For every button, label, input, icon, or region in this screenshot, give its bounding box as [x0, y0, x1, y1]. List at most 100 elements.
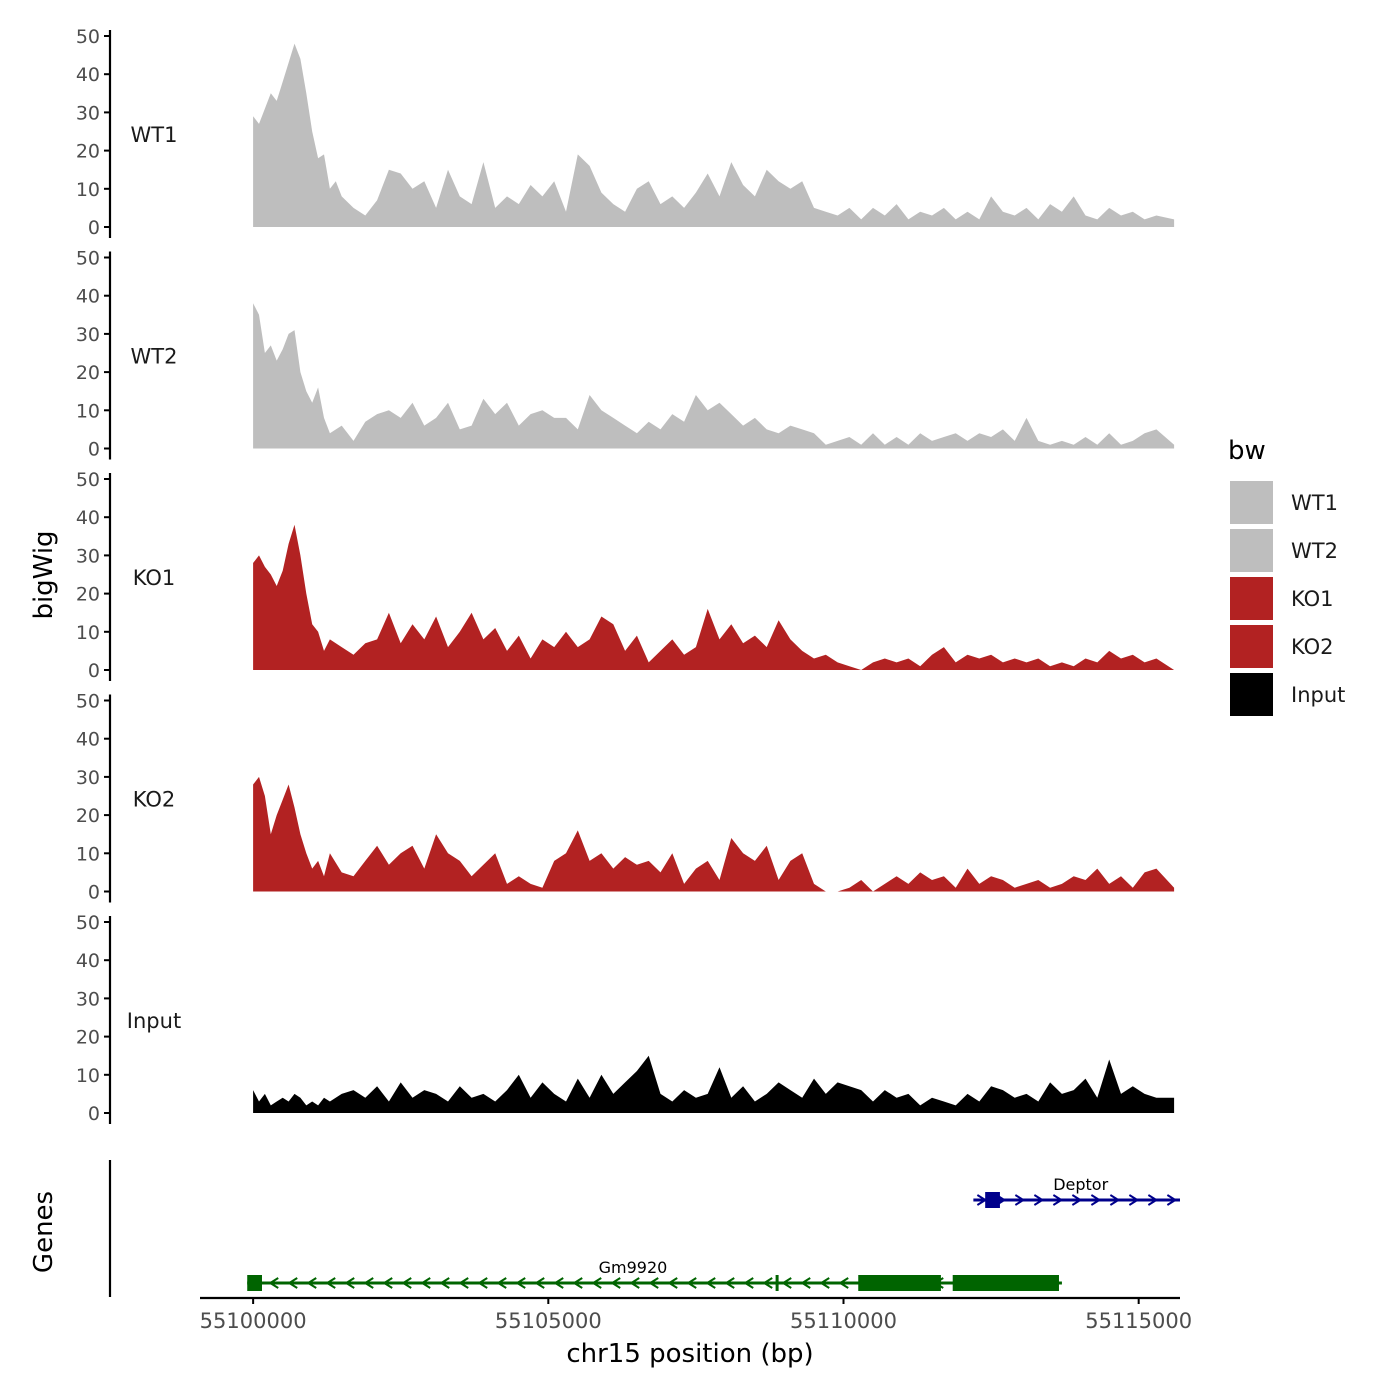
track-input-y-tick-label: 20 — [76, 1027, 100, 1049]
gene-gm9920-strand-arrow — [458, 1277, 469, 1289]
gene-gm9920-strand-arrow — [420, 1277, 431, 1289]
track-input-area — [253, 1055, 1175, 1113]
y-axis-title: bigWig — [29, 530, 59, 619]
gene-gm9920-strand-arrow — [705, 1277, 716, 1289]
genes-axis-title: Genes — [29, 1191, 59, 1273]
gene-gm9920-exon — [247, 1275, 262, 1291]
x-tick-label: 55100000 — [200, 1309, 307, 1333]
track-wt2-y-tick-label: 50 — [76, 248, 100, 270]
track-wt1-y-tick-label: 10 — [76, 179, 100, 201]
track-wt1-panel: 0 10 20 30 40 50 WT1 — [76, 26, 1175, 239]
gene-gm9920-strand-arrow — [344, 1277, 355, 1289]
track-ko1-y-tick-label: 10 — [76, 622, 100, 644]
gene-gm9920-strand-arrow — [724, 1277, 735, 1289]
track-wt1-y-tick-label: 30 — [76, 102, 100, 124]
x-tick-label: 55115000 — [1085, 1309, 1192, 1333]
legend-title: bw — [1228, 436, 1266, 466]
track-wt1-area — [253, 43, 1175, 227]
track-ko2-panel: 0 10 20 30 40 50 KO2 — [76, 691, 1175, 904]
gene-deptor-label: Deptor — [1053, 1175, 1108, 1194]
legend-ko2-label: KO2 — [1291, 635, 1334, 659]
legend-wt2-label: WT2 — [1291, 539, 1338, 563]
legend-ko1-label: KO1 — [1291, 587, 1334, 611]
track-ko1-y-tick-label: 40 — [76, 507, 100, 529]
gene-gm9920-strand-arrow — [477, 1277, 488, 1289]
track-ko2-y-tick-label: 40 — [76, 729, 100, 751]
tracks-layer: 0 10 20 30 40 50 WT1 0 10 20 30 40 50 WT2 0 10 20 30 40 50 K… — [76, 26, 1175, 1125]
x-tick-label: 55110000 — [790, 1309, 897, 1333]
legend-input-swatch — [1230, 673, 1273, 716]
legend-ko2-swatch — [1230, 625, 1273, 668]
gene-gm9920-strand-arrow — [762, 1277, 773, 1289]
gene-gm9920-strand-arrow — [268, 1277, 279, 1289]
track-wt2-y-tick-label: 20 — [76, 362, 100, 384]
gene-gm9920-strand-arrow — [648, 1277, 659, 1289]
gene-gm9920: Gm9920 — [247, 1258, 1062, 1291]
track-wt1-y-tick-label: 0 — [88, 217, 100, 239]
track-ko1-label: KO1 — [133, 566, 176, 590]
legend-input-label: Input — [1291, 683, 1345, 707]
gene-gm9920-strand-arrow — [363, 1277, 374, 1289]
gene-deptor-strand-arrow — [1128, 1194, 1140, 1206]
legend: WT1 WT2 KO1 KO2 Input — [1230, 481, 1345, 716]
gene-gm9920-strand-arrow — [496, 1277, 507, 1289]
x-axis-title: chr15 position (bp) — [566, 1339, 813, 1369]
track-ko2-y-tick-label: 20 — [76, 805, 100, 827]
gene-gm9920-strand-arrow — [591, 1277, 602, 1289]
track-ko2-y-tick-label: 50 — [76, 691, 100, 713]
gene-gm9920-strand-arrow — [743, 1277, 754, 1289]
track-ko2-label: KO2 — [133, 788, 176, 812]
gene-gm9920-label: Gm9920 — [599, 1258, 668, 1277]
track-wt2-y-tick-label: 40 — [76, 286, 100, 308]
gene-gm9920-strand-arrow — [686, 1277, 697, 1289]
track-input-y-tick-label: 40 — [76, 950, 100, 972]
gene-gm9920-strand-arrow — [819, 1277, 830, 1289]
gene-gm9920-strand-arrow — [553, 1277, 564, 1289]
track-wt1-label: WT1 — [131, 123, 178, 147]
genes-layer: Deptor Gm9920 — [108, 1160, 1180, 1297]
track-ko1-y-tick-label: 50 — [76, 469, 100, 491]
gene-gm9920-strand-arrow — [401, 1277, 412, 1289]
gene-gm9920-strand-arrow — [325, 1277, 336, 1289]
gene-deptor-strand-arrow — [1071, 1194, 1083, 1206]
track-ko1-panel: 0 10 20 30 40 50 KO1 — [76, 469, 1175, 682]
track-ko1-y-tick-label: 0 — [88, 660, 100, 682]
gene-deptor-exon — [985, 1192, 1000, 1208]
gene-gm9920-strand-arrow — [515, 1277, 526, 1289]
track-wt2-y-tick-label: 30 — [76, 324, 100, 346]
x-axis: 55100000 55105000 55110000 55115000 — [200, 1296, 1192, 1333]
gene-deptor-strand-arrow — [1033, 1194, 1045, 1206]
gene-gm9920-strand-arrow — [382, 1277, 393, 1289]
gene-gm9920-strand-arrow — [306, 1277, 317, 1289]
gene-gm9920-exon — [775, 1275, 779, 1291]
gene-gm9920-strand-arrow — [572, 1277, 583, 1289]
track-input-y-tick-label: 50 — [76, 912, 100, 934]
track-input-y-tick-label: 0 — [88, 1103, 100, 1125]
gene-gm9920-exon — [858, 1275, 941, 1291]
track-wt1-y-tick-label: 50 — [76, 26, 100, 48]
track-ko2-area — [253, 776, 1175, 892]
track-ko1-y-tick-label: 30 — [76, 545, 100, 567]
track-input-y-tick-label: 30 — [76, 988, 100, 1010]
track-ko2-y-tick-label: 0 — [88, 882, 100, 904]
track-wt2-y-tick-label: 0 — [88, 439, 100, 461]
gene-gm9920-strand-arrow — [667, 1277, 678, 1289]
gene-gm9920-exon — [952, 1275, 1059, 1291]
gene-gm9920-strand-arrow — [439, 1277, 450, 1289]
legend-ko1-swatch — [1230, 577, 1273, 620]
gene-deptor-strand-arrow — [1166, 1194, 1178, 1206]
track-ko2-y-tick-label: 10 — [76, 843, 100, 865]
track-wt2-panel: 0 10 20 30 40 50 WT2 — [76, 248, 1175, 461]
gene-deptor-strand-arrow — [1147, 1194, 1159, 1206]
legend-wt2-swatch — [1230, 529, 1273, 572]
track-wt2-area — [253, 303, 1175, 449]
gene-deptor-strand-arrow — [1090, 1194, 1102, 1206]
track-wt2-label: WT2 — [131, 345, 178, 369]
gene-deptor-strand-arrow — [1052, 1194, 1064, 1206]
track-wt1-y-tick-label: 40 — [76, 64, 100, 86]
x-tick-label: 55105000 — [495, 1309, 602, 1333]
track-input-label: Input — [127, 1009, 181, 1033]
legend-wt1-swatch — [1230, 481, 1273, 524]
gene-gm9920-strand-arrow — [534, 1277, 545, 1289]
